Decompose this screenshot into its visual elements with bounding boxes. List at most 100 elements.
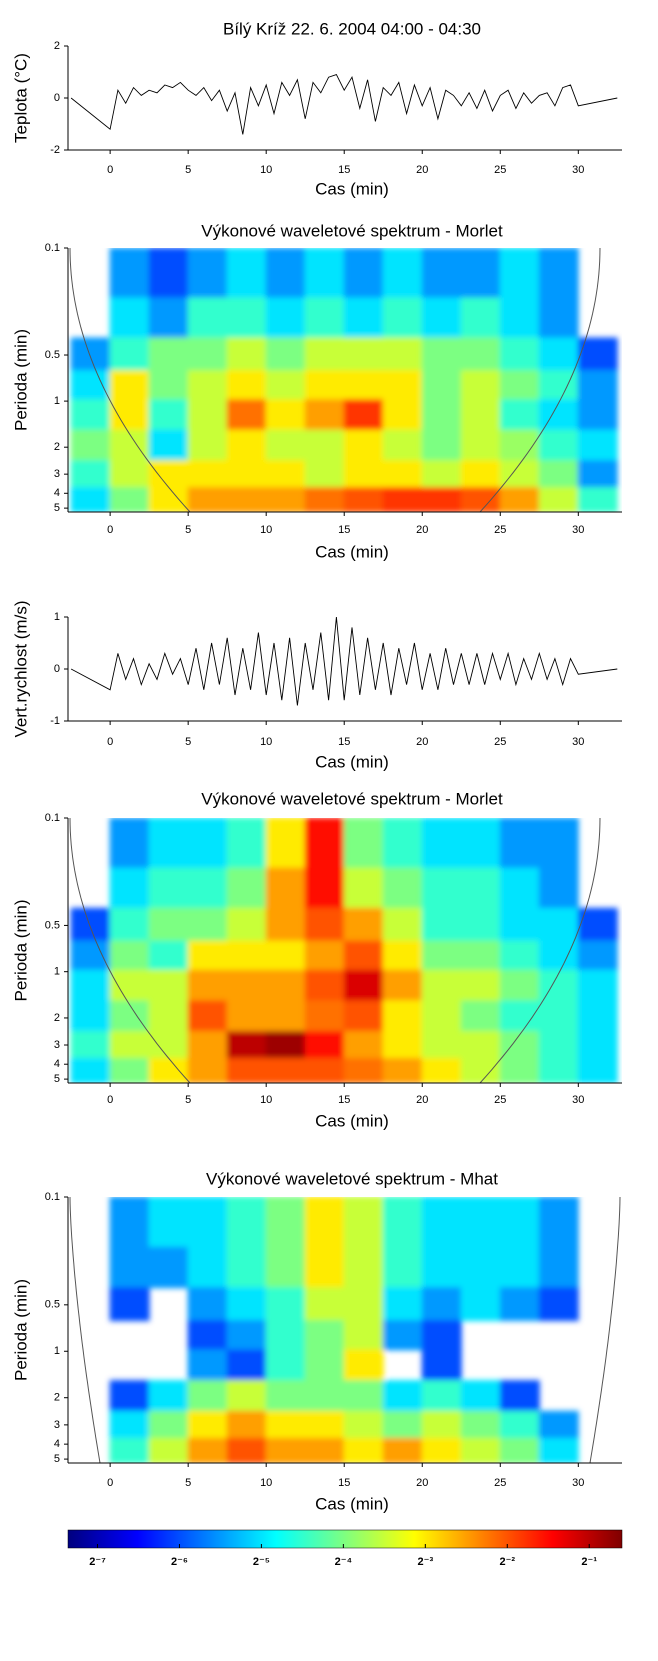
heatmap-cells	[70, 248, 618, 512]
x-tick-label: 30	[572, 1094, 584, 1106]
heatmap-cell	[577, 487, 618, 512]
heatmap-cell	[226, 248, 267, 299]
heatmap-cell	[148, 429, 189, 462]
heatmap-cell	[148, 1000, 189, 1032]
heatmap-cell	[382, 1410, 423, 1439]
heatmap-cell	[577, 460, 618, 489]
heatmap-cell	[499, 818, 540, 869]
y-tick-label: 0.1	[45, 242, 60, 254]
heatmap-cell	[148, 1058, 189, 1083]
heatmap-cell	[538, 429, 579, 462]
heatmap-cell	[70, 370, 111, 401]
heatmap-cell	[187, 940, 228, 971]
heatmap	[69, 248, 618, 512]
x-tick-label: 5	[185, 524, 191, 536]
heatmap-cell	[499, 1058, 540, 1083]
heatmap-cell	[304, 370, 345, 401]
heatmap-cell	[304, 429, 345, 462]
heatmap-cell	[538, 248, 579, 299]
cone-of-influence	[69, 818, 191, 1083]
heatmap-cell	[304, 1287, 345, 1322]
heatmap-cells	[70, 818, 618, 1083]
heatmap-cell	[187, 867, 228, 909]
y-tick-label: 2	[54, 1392, 60, 1404]
heatmap-cell	[304, 1320, 345, 1351]
x-tick-label: 5	[185, 1477, 191, 1489]
heatmap-cell	[343, 1380, 384, 1412]
y-tick-label: 4	[54, 487, 60, 499]
heatmap-cell	[265, 1410, 306, 1439]
heatmap-cell	[265, 969, 306, 1002]
heatmap-cell	[265, 1197, 306, 1248]
heatmap-cell	[538, 1246, 579, 1289]
heatmap-cell	[109, 399, 150, 431]
heatmap-cell	[382, 487, 423, 512]
heatmap-cell	[460, 1410, 501, 1439]
heatmap-cell	[265, 867, 306, 909]
heatmap-cell	[538, 460, 579, 489]
heatmap-cell	[421, 818, 462, 869]
heatmap-cell	[343, 1246, 384, 1289]
heatmap-cells	[109, 1197, 579, 1463]
heatmap-cell	[109, 867, 150, 909]
heatmap-cell	[343, 337, 384, 372]
heatmap-cell	[421, 399, 462, 431]
x-tick-label: 20	[416, 1094, 428, 1106]
heatmap-cell	[460, 337, 501, 372]
heatmap-cell	[460, 297, 501, 339]
heatmap-cell	[226, 337, 267, 372]
heatmap-cell	[187, 1320, 228, 1351]
heatmap-cell	[538, 907, 579, 942]
heatmap-cell	[421, 1197, 462, 1248]
heatmap-cell	[499, 429, 540, 462]
colorbar-tick-label: 2⁻⁶	[171, 1556, 188, 1568]
heatmap-cell	[109, 969, 150, 1002]
heatmap-cell	[70, 460, 111, 489]
heatmap-cell	[70, 429, 111, 462]
heatmap-cell	[109, 1030, 150, 1060]
y-tick-label: 0.5	[45, 349, 60, 361]
heatmap-cell	[499, 1197, 540, 1248]
colorbar-tick-label: 2⁻¹	[581, 1556, 597, 1568]
heatmap-cell	[421, 1058, 462, 1083]
heatmap-cell	[460, 969, 501, 1002]
heatmap-cell	[421, 370, 462, 401]
heatmap-cell	[343, 1320, 384, 1351]
heatmap-cell	[460, 1030, 501, 1060]
heatmap-cell	[187, 460, 228, 489]
heatmap-cell	[421, 460, 462, 489]
heatmap-cell	[382, 969, 423, 1002]
heatmap-cell	[538, 337, 579, 372]
heatmap-cell	[421, 487, 462, 512]
x-tick-label: 15	[338, 736, 350, 748]
heatmap-cell	[499, 399, 540, 431]
heatmap-cell	[382, 1287, 423, 1322]
heatmap-cell	[226, 370, 267, 401]
heatmap-cell	[382, 940, 423, 971]
x-tick-label: 10	[260, 524, 272, 536]
heatmap-cell	[265, 940, 306, 971]
heatmap-cell	[577, 1058, 618, 1083]
heatmap-cell	[304, 1349, 345, 1382]
heatmap-cell	[304, 297, 345, 339]
heatmap-cell	[265, 1320, 306, 1351]
heatmap-cell	[226, 818, 267, 869]
heatmap-cell	[187, 1058, 228, 1083]
heatmap-cell	[382, 460, 423, 489]
heatmap-cell	[265, 1287, 306, 1322]
heatmap-cell	[226, 867, 267, 909]
heatmap-cell	[304, 248, 345, 299]
heatmap-cell	[70, 399, 111, 431]
x-tick-label: 10	[260, 736, 272, 748]
x-tick-label: 5	[185, 1094, 191, 1106]
heatmap-cell	[577, 1000, 618, 1032]
heatmap-cell	[70, 487, 111, 512]
x-tick-label: 25	[494, 1094, 506, 1106]
heatmap-cell	[70, 1058, 111, 1083]
heatmap-cell	[148, 1410, 189, 1439]
heatmap-cell	[187, 487, 228, 512]
heatmap-cell	[109, 1380, 150, 1412]
heatmap-cell	[226, 1410, 267, 1439]
heatmap-cell	[538, 818, 579, 869]
heatmap-cell	[382, 907, 423, 942]
